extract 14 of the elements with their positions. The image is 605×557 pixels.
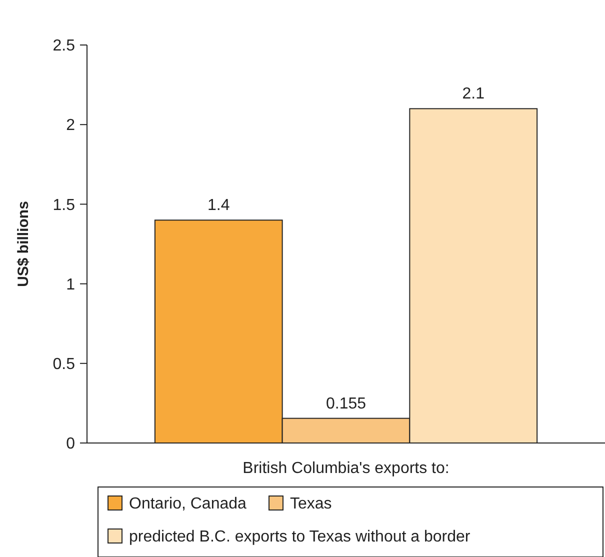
data-label: 0.155 — [326, 395, 366, 412]
y-tick-label: 0.5 — [52, 356, 76, 373]
y-tick-label: 1 — [66, 276, 76, 294]
y-tick-label: 1.5 — [52, 196, 76, 214]
x-axis-title: British Columbia's exports to: — [242, 460, 450, 477]
y-tick-label: 2.5 — [52, 38, 76, 55]
legend-label: Texas — [290, 496, 332, 513]
y-axis-title: US$ billions — [15, 201, 32, 287]
data-label: 2.1 — [462, 86, 485, 103]
legend-label: Ontario, Canada — [129, 496, 247, 513]
y-tick-label: 2 — [66, 117, 76, 134]
data-label: 1.4 — [208, 197, 230, 214]
legend-label: predicted B.C. exports to Texas without a border — [129, 528, 471, 546]
y-tick-label: 0 — [66, 436, 76, 453]
